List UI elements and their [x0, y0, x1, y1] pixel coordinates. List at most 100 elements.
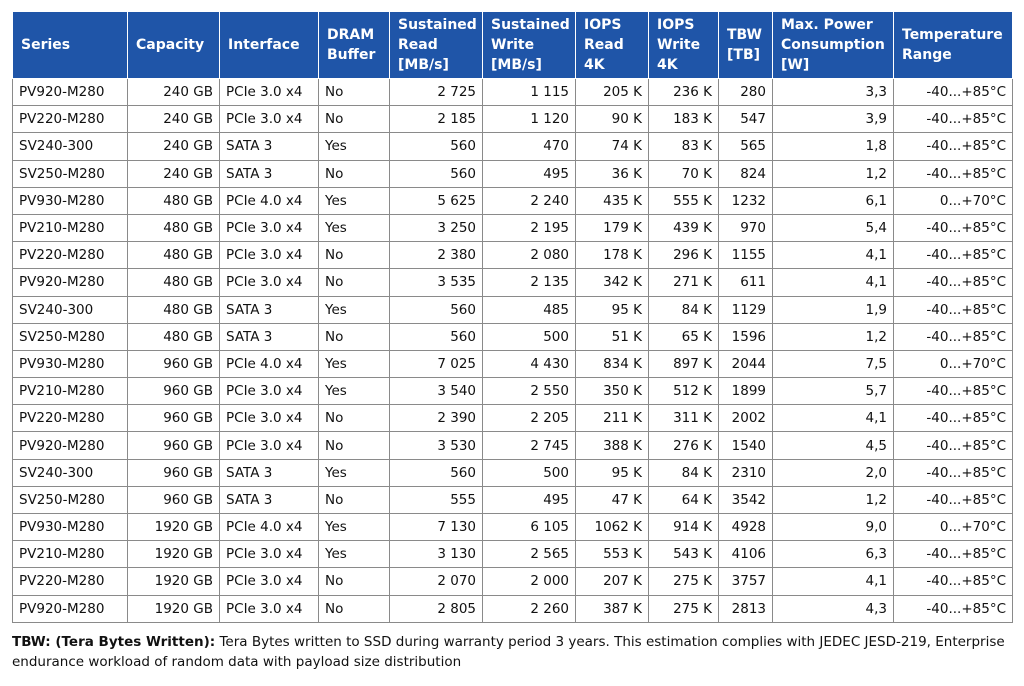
table-row: PV920-M280 1920 GB PCIe 3.0 x4 No 2 805 2 260…	[12, 594, 1013, 623]
cell-dram-buffer: No	[318, 241, 390, 270]
cell-tbw: 2002	[718, 404, 773, 433]
table-row: PV210-M280 480 GB PCIe 3.0 x4 Yes 3 250 2 195…	[12, 213, 1013, 243]
cell-series: PV920-M280	[12, 594, 128, 623]
cell-dram-buffer: Yes	[318, 213, 390, 243]
cell-sustained-read: 2 805	[389, 594, 483, 623]
cell-interface: PCIe 3.0 x4	[219, 213, 319, 243]
cell-series: PV220-M280	[12, 105, 128, 134]
cell-iops-read: 207 K	[575, 567, 649, 596]
cell-sustained-write: 6 105	[482, 512, 576, 542]
table-row: PV210-M280 960 GB PCIe 3.0 x4 Yes 3 540 2 550…	[12, 377, 1013, 406]
cell-capacity: 1920 GB	[127, 540, 220, 569]
cell-iops-read: 834 K	[575, 349, 649, 379]
cell-capacity: 480 GB	[127, 241, 220, 270]
cell-dram-buffer: Yes	[318, 540, 390, 569]
cell-interface: SATA 3	[219, 485, 319, 515]
cell-sustained-write: 500	[482, 458, 576, 487]
cell-capacity: 480 GB	[127, 186, 220, 215]
cell-iops-read: 36 K	[575, 159, 649, 188]
cell-interface: SATA 3	[219, 322, 319, 351]
cell-capacity: 240 GB	[127, 159, 220, 188]
table-row: PV920-M280 960 GB PCIe 3.0 x4 No 3 530 2 745 3…	[12, 431, 1013, 460]
cell-iops-write: 439 K	[648, 213, 719, 243]
cell-sustained-write: 2 550	[482, 377, 576, 406]
table-row: PV920-M280 240 GB PCIe 3.0 x4 No 2 725 1 115 2…	[12, 77, 1013, 107]
cell-series: PV220-M280	[12, 567, 128, 596]
cell-series: PV930-M280	[12, 349, 128, 379]
cell-series: SV240-300	[12, 458, 128, 487]
cell-sustained-write: 500	[482, 322, 576, 351]
cell-iops-read: 1062 K	[575, 512, 649, 542]
cell-iops-write: 70 K	[648, 159, 719, 188]
cell-max-power: 4,1	[772, 241, 894, 270]
cell-tbw: 824	[718, 159, 773, 188]
cell-dram-buffer: Yes	[318, 377, 390, 406]
cell-iops-read: 387 K	[575, 594, 649, 623]
cell-tbw: 3757	[718, 567, 773, 596]
cell-capacity: 480 GB	[127, 295, 220, 324]
cell-max-power: 6,1	[772, 186, 894, 215]
cell-sustained-read: 3 540	[389, 377, 483, 406]
cell-tbw: 1596	[718, 322, 773, 351]
cell-series: PV210-M280	[12, 540, 128, 569]
cell-iops-write: 236 K	[648, 77, 719, 107]
cell-max-power: 7,5	[772, 349, 894, 379]
cell-sustained-write: 1 120	[482, 105, 576, 134]
cell-iops-write: 183 K	[648, 105, 719, 134]
header-series: Series	[12, 11, 128, 79]
cell-dram-buffer: No	[318, 77, 390, 107]
footnote-text: Tera Bytes written to SSD during warrant…	[12, 634, 1005, 670]
table-row: SV250-M280 960 GB SATA 3 No 555 495 47 K 64 K 35…	[12, 485, 1013, 515]
cell-iops-write: 64 K	[648, 485, 719, 515]
cell-series: PV920-M280	[12, 77, 128, 107]
cell-iops-read: 435 K	[575, 186, 649, 215]
cell-sustained-write: 2 080	[482, 241, 576, 270]
cell-dram-buffer: No	[318, 322, 390, 351]
cell-temperature: -40...+85°C	[893, 105, 1013, 134]
cell-interface: PCIe 3.0 x4	[219, 404, 319, 433]
table-row: PV220-M280 480 GB PCIe 3.0 x4 No 2 380 2 080 1…	[12, 241, 1013, 270]
cell-sustained-read: 560	[389, 159, 483, 188]
cell-iops-read: 95 K	[575, 295, 649, 324]
cell-max-power: 1,2	[772, 159, 894, 188]
cell-capacity: 480 GB	[127, 268, 220, 297]
cell-dram-buffer: No	[318, 567, 390, 596]
cell-temperature: -40...+85°C	[893, 241, 1013, 270]
cell-iops-read: 350 K	[575, 377, 649, 406]
cell-interface: PCIe 3.0 x4	[219, 268, 319, 297]
cell-tbw: 547	[718, 105, 773, 134]
cell-iops-write: 543 K	[648, 540, 719, 569]
cell-sustained-write: 2 240	[482, 186, 576, 215]
cell-iops-write: 555 K	[648, 186, 719, 215]
table-row: SV240-300 960 GB SATA 3 Yes 560 500 95 K 84 K 23…	[12, 458, 1013, 487]
cell-sustained-write: 2 195	[482, 213, 576, 243]
cell-tbw: 2310	[718, 458, 773, 487]
cell-sustained-write: 2 260	[482, 594, 576, 623]
table-row: PV210-M280 1920 GB PCIe 3.0 x4 Yes 3 130 2 56…	[12, 540, 1013, 569]
header-max-power: Max. Power Consumption [W]	[772, 11, 894, 79]
cell-sustained-write: 470	[482, 132, 576, 161]
cell-capacity: 240 GB	[127, 132, 220, 161]
cell-max-power: 4,3	[772, 594, 894, 623]
cell-tbw: 1540	[718, 431, 773, 460]
table-row: PV930-M280 960 GB PCIe 4.0 x4 Yes 7 025 4 430…	[12, 349, 1013, 379]
cell-temperature: -40...+85°C	[893, 404, 1013, 433]
cell-iops-write: 275 K	[648, 567, 719, 596]
cell-sustained-read: 5 625	[389, 186, 483, 215]
cell-tbw: 611	[718, 268, 773, 297]
cell-interface: PCIe 3.0 x4	[219, 377, 319, 406]
cell-iops-read: 388 K	[575, 431, 649, 460]
cell-series: PV920-M280	[12, 268, 128, 297]
footnote-term: TBW: (Tera Bytes Written):	[12, 634, 216, 650]
cell-sustained-read: 3 250	[389, 213, 483, 243]
spec-table-container: Series Capacity Interface DRAM Buffer Su…	[12, 11, 1013, 623]
table-row: SV240-300 240 GB SATA 3 Yes 560 470 74 K 83 K 56…	[12, 132, 1013, 161]
cell-iops-read: 205 K	[575, 77, 649, 107]
cell-sustained-read: 560	[389, 132, 483, 161]
cell-sustained-read: 555	[389, 485, 483, 515]
cell-sustained-write: 2 135	[482, 268, 576, 297]
cell-iops-read: 211 K	[575, 404, 649, 433]
header-capacity: Capacity	[127, 11, 220, 79]
cell-capacity: 960 GB	[127, 377, 220, 406]
cell-tbw: 2044	[718, 349, 773, 379]
